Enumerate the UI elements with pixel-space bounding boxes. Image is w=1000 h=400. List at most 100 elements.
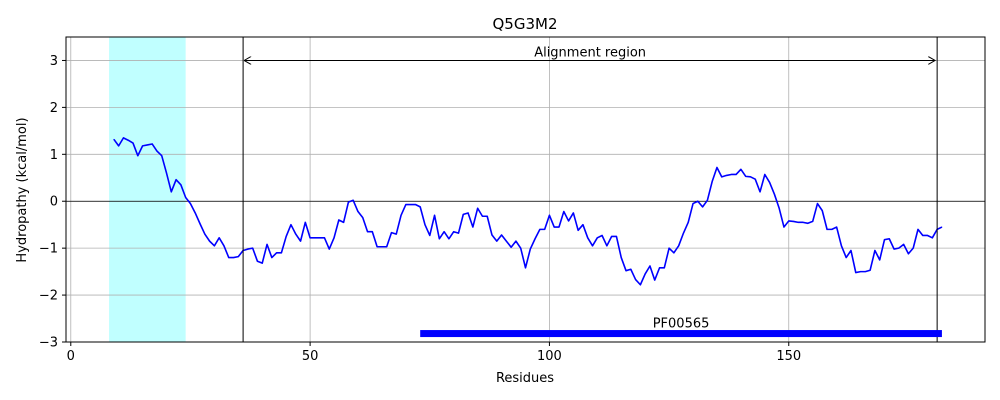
data-point (544, 228, 546, 230)
data-point (223, 245, 225, 247)
data-point (587, 237, 589, 239)
data-point (146, 144, 148, 146)
data-point (558, 226, 560, 228)
data-point (931, 237, 933, 239)
data-point (261, 262, 263, 264)
x-axis-label: Residues (496, 371, 554, 386)
x-tick-label: 0 (67, 349, 75, 364)
data-point (151, 143, 153, 145)
data-point (773, 193, 775, 195)
data-point (386, 246, 388, 248)
data-point (491, 234, 493, 236)
data-point (304, 221, 306, 223)
data-point (553, 226, 555, 228)
data-point (400, 214, 402, 216)
plot-frame (65, 36, 986, 343)
data-point (276, 252, 278, 254)
data-point (434, 214, 435, 216)
data-point (807, 222, 809, 224)
signal-highlight-band (109, 37, 186, 342)
data-point (855, 272, 857, 273)
data-point (137, 155, 139, 157)
data-point (582, 224, 584, 226)
data-point (649, 265, 651, 267)
data-point (309, 237, 311, 239)
data-point (817, 203, 818, 204)
data-point (778, 207, 780, 209)
data-point (429, 235, 431, 236)
data-point (328, 248, 330, 250)
data-point (549, 214, 550, 216)
data-point (563, 211, 565, 212)
data-point (534, 238, 536, 240)
data-point (673, 252, 675, 254)
data-point (639, 284, 641, 286)
series-line (113, 137, 943, 286)
data-point (448, 238, 450, 240)
data-point (845, 257, 847, 258)
data-point (826, 228, 828, 230)
data-point (644, 273, 646, 275)
data-point (213, 245, 215, 247)
y-tick-label: 0 (50, 195, 58, 210)
data-point (371, 231, 373, 233)
domain-label: PF00565 (653, 317, 710, 332)
data-point (821, 210, 823, 212)
chart-title: Q5G3M2 (492, 15, 557, 33)
data-point (812, 221, 814, 222)
domain-annotation: PF00565 (420, 317, 942, 338)
data-point (348, 201, 349, 203)
data-point (841, 245, 842, 247)
data-point (123, 137, 124, 139)
x-tick-label: 100 (537, 349, 562, 364)
data-point (922, 235, 924, 236)
data-point (482, 215, 483, 217)
data-point (941, 226, 943, 228)
data-point (692, 203, 694, 204)
data-point (864, 271, 866, 273)
data-point (764, 174, 766, 175)
data-point (802, 221, 804, 223)
data-point (601, 235, 603, 236)
data-point (453, 231, 455, 233)
data-point (343, 221, 345, 223)
data-point (194, 212, 196, 214)
data-point (295, 233, 297, 235)
data-point (539, 228, 541, 230)
data-point (496, 240, 498, 242)
data-point (520, 247, 522, 249)
data-point (252, 247, 254, 249)
data-point (443, 231, 445, 233)
data-point (735, 174, 737, 175)
data-point (324, 237, 325, 239)
data-point (132, 142, 134, 144)
data-point (180, 184, 182, 186)
data-point (419, 206, 421, 208)
data-point (367, 231, 368, 233)
data-point (209, 240, 210, 242)
y-axis-ticks: −3 −2 −1 0 1 2 3 (39, 54, 66, 351)
data-point (663, 267, 665, 269)
data-point (338, 219, 340, 221)
data-point (596, 237, 598, 239)
data-point (927, 235, 928, 236)
data-point (477, 207, 479, 209)
data-point (745, 175, 747, 177)
data-point (726, 175, 727, 176)
data-point (505, 240, 507, 242)
data-point (592, 245, 593, 247)
data-point (280, 252, 282, 254)
y-tick-label: 3 (50, 54, 58, 69)
x-tick-label: 50 (302, 349, 319, 364)
data-point (793, 221, 794, 222)
data-point (788, 220, 790, 222)
data-point (199, 223, 201, 225)
data-point (247, 248, 249, 250)
y-tick-label: −3 (39, 336, 58, 351)
data-point (783, 226, 785, 228)
data-point (501, 234, 502, 236)
x-tick-label: 150 (776, 349, 801, 364)
data-point (754, 178, 756, 180)
data-point (888, 238, 890, 240)
